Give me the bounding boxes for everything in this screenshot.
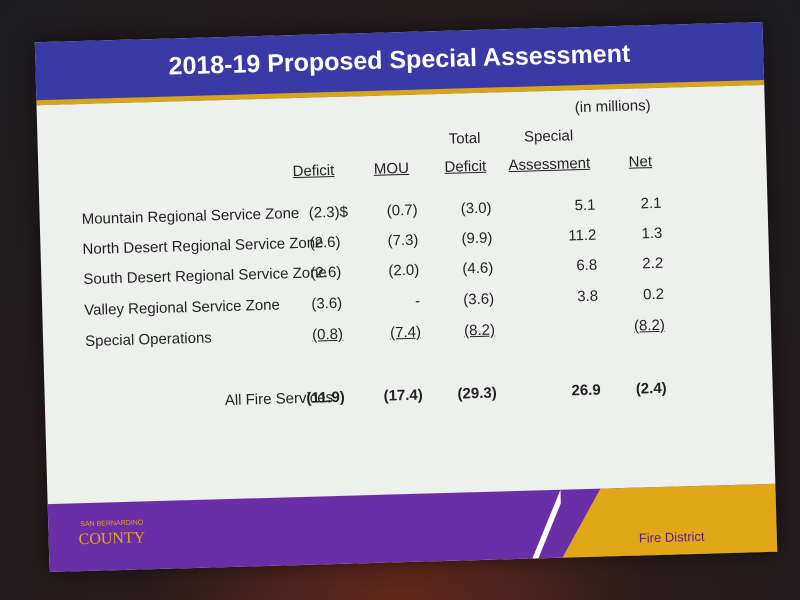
logo: COUNTY xyxy=(78,529,146,549)
cell: (3.6) xyxy=(311,294,343,313)
column-header: Assessment xyxy=(508,154,591,175)
row-label: Mountain Regional Service Zone xyxy=(81,204,300,229)
cell: 0.2 xyxy=(642,285,665,304)
cell: (3.0) xyxy=(460,199,492,218)
row-label: Special Operations xyxy=(84,329,213,350)
cell: (8.2) xyxy=(463,321,496,340)
department: Fire District xyxy=(638,528,705,546)
slide: 2018-19 Proposed Special Assessment (in … xyxy=(34,21,778,573)
cell: 2.2 xyxy=(642,254,664,273)
column-header: Deficit xyxy=(444,157,487,176)
cell: - xyxy=(414,292,421,310)
cell: 11.2 xyxy=(568,226,597,245)
total-cell: (17.4) xyxy=(383,386,423,405)
cell: (0.8) xyxy=(311,325,344,344)
cell: 1.3 xyxy=(641,224,663,243)
column-header: MOU xyxy=(373,159,410,178)
cell: 6.8 xyxy=(576,256,598,275)
cell: 2.1 xyxy=(640,194,662,213)
cell: (7.4) xyxy=(389,323,422,342)
row-label: Valley Regional Service Zone xyxy=(84,296,281,319)
total-cell: (29.3) xyxy=(457,384,497,403)
total-cell: (2.4) xyxy=(635,379,667,398)
cell: 5.1 xyxy=(574,196,596,215)
cell: (7.3) xyxy=(387,231,419,250)
column-header-top: Total xyxy=(448,129,481,148)
cell: (4.6) xyxy=(462,259,494,278)
cell: 3.8 xyxy=(576,287,599,306)
column-header-top: Special xyxy=(523,127,574,146)
cell: (0.7) xyxy=(386,201,418,220)
cell: (9.9) xyxy=(461,229,493,248)
cell: (2.0) xyxy=(388,261,420,280)
total-cell: 26.9 xyxy=(571,381,601,400)
cell: (2.6) xyxy=(310,263,342,282)
units-note: (in millions) xyxy=(574,97,651,117)
cell: (3.6) xyxy=(463,290,495,309)
total-cell: (11.9) xyxy=(306,388,346,407)
column-header: Net xyxy=(628,153,653,171)
cell: (2.3) xyxy=(308,203,340,222)
cell: (8.2) xyxy=(633,316,666,335)
column-header: Deficit xyxy=(292,161,335,181)
cell: (2.6) xyxy=(309,233,341,252)
